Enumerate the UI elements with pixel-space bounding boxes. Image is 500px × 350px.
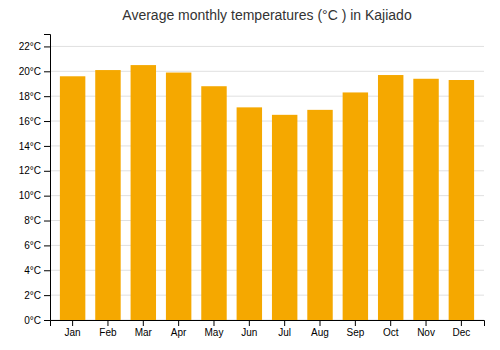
bar xyxy=(272,115,297,320)
tick-label: 0°C xyxy=(24,315,41,326)
tick-mark xyxy=(390,320,391,326)
tick: Oct xyxy=(383,320,399,338)
tick-mark xyxy=(44,46,50,47)
tick-mark xyxy=(284,320,285,326)
bar xyxy=(378,75,403,320)
tick-mark xyxy=(355,320,356,326)
tick: 2°C xyxy=(24,290,50,301)
tick: 0°C xyxy=(24,315,50,326)
tick-mark xyxy=(72,320,73,326)
tick-label: 10°C xyxy=(19,190,41,201)
tick: Aug xyxy=(311,320,329,338)
tick: 10°C xyxy=(19,190,50,201)
tick: 20°C xyxy=(19,66,50,77)
tick-label: 16°C xyxy=(19,116,41,127)
tick-label: Apr xyxy=(171,327,187,338)
tick: Sep xyxy=(346,320,364,338)
tick: 22°C xyxy=(19,41,50,52)
tick-mark xyxy=(249,320,250,326)
tick: May xyxy=(205,320,224,338)
tick-mark xyxy=(44,320,50,321)
tick-label: Jan xyxy=(65,327,81,338)
tick-label: Dec xyxy=(452,327,470,338)
tick-label: 14°C xyxy=(19,141,41,152)
tick-label: 6°C xyxy=(24,240,41,251)
tick-label: Sep xyxy=(346,327,364,338)
tick-label: 4°C xyxy=(24,265,41,276)
tick: Feb xyxy=(99,320,117,338)
axis-line xyxy=(44,35,51,321)
tick-mark xyxy=(44,146,50,147)
tick-label: 2°C xyxy=(24,290,41,301)
tick-mark xyxy=(44,171,50,172)
tick: Jun xyxy=(241,320,257,338)
tick: 14°C xyxy=(19,141,50,152)
tick: Dec xyxy=(452,320,470,338)
tick-mark xyxy=(213,320,214,326)
tick: 12°C xyxy=(19,165,50,176)
tick-mark xyxy=(44,245,50,246)
bar xyxy=(201,86,226,320)
tick-label: 8°C xyxy=(24,215,41,226)
bar xyxy=(307,110,332,320)
grid-line xyxy=(50,46,484,47)
tick-mark xyxy=(426,320,427,326)
tick-mark xyxy=(320,320,321,326)
bar xyxy=(413,79,438,320)
tick-mark xyxy=(44,295,50,296)
tick-label: Aug xyxy=(311,327,329,338)
tick-mark xyxy=(143,320,144,326)
tick-mark xyxy=(107,320,108,326)
tick-mark xyxy=(44,221,50,222)
y-axis: 0°C 2°C 4°C 6°C 8°C 10°C 12°C 14°C 16°C 18°C 20°C 2… xyxy=(19,35,51,326)
tick: 4°C xyxy=(24,265,50,276)
tick-mark xyxy=(44,96,50,97)
tick-label: 12°C xyxy=(19,165,41,176)
tick-label: Feb xyxy=(99,327,117,338)
tick: 16°C xyxy=(19,116,50,127)
tick-label: May xyxy=(205,327,224,338)
tick: 6°C xyxy=(24,240,50,251)
axis-line xyxy=(51,321,485,327)
tick-label: 22°C xyxy=(19,41,41,52)
tick-mark xyxy=(44,121,50,122)
grid xyxy=(50,46,484,320)
bar xyxy=(343,92,368,320)
chart: Jan Feb Mar Apr May Jun Jul Aug Sep Oct Nov Dec 0°C 2… xyxy=(0,0,500,350)
tick-mark xyxy=(44,196,50,197)
tick: Jul xyxy=(278,320,291,338)
bar xyxy=(166,73,191,320)
tick: 18°C xyxy=(19,91,50,102)
tick-label: 18°C xyxy=(19,91,41,102)
tick: Jan xyxy=(65,320,81,338)
bar xyxy=(237,107,262,320)
tick-label: Mar xyxy=(135,327,153,338)
tick-label: 20°C xyxy=(19,66,41,77)
tick-mark xyxy=(44,71,50,72)
title: Average monthly temperatures (°C ) in Ka… xyxy=(122,7,412,23)
bars xyxy=(60,65,474,320)
tick-label: Nov xyxy=(417,327,435,338)
tick: 8°C xyxy=(24,215,50,226)
x-axis: Jan Feb Mar Apr May Jun Jul Aug Sep Oct Nov Dec xyxy=(51,320,485,338)
tick-mark xyxy=(178,320,179,326)
tick: Mar xyxy=(135,320,153,338)
tick-label: Jun xyxy=(241,327,257,338)
tick-label: Oct xyxy=(383,327,399,338)
bar xyxy=(60,76,85,320)
plot: Jan Feb Mar Apr May Jun Jul Aug Sep Oct Nov Dec 0°C 2… xyxy=(19,35,485,339)
bar xyxy=(131,65,156,320)
tick: Nov xyxy=(417,320,435,338)
tick: Apr xyxy=(171,320,187,338)
bar xyxy=(95,70,120,320)
tick-mark xyxy=(461,320,462,326)
tick-mark xyxy=(44,270,50,271)
tick-label: Jul xyxy=(278,327,291,338)
bar xyxy=(449,80,474,320)
